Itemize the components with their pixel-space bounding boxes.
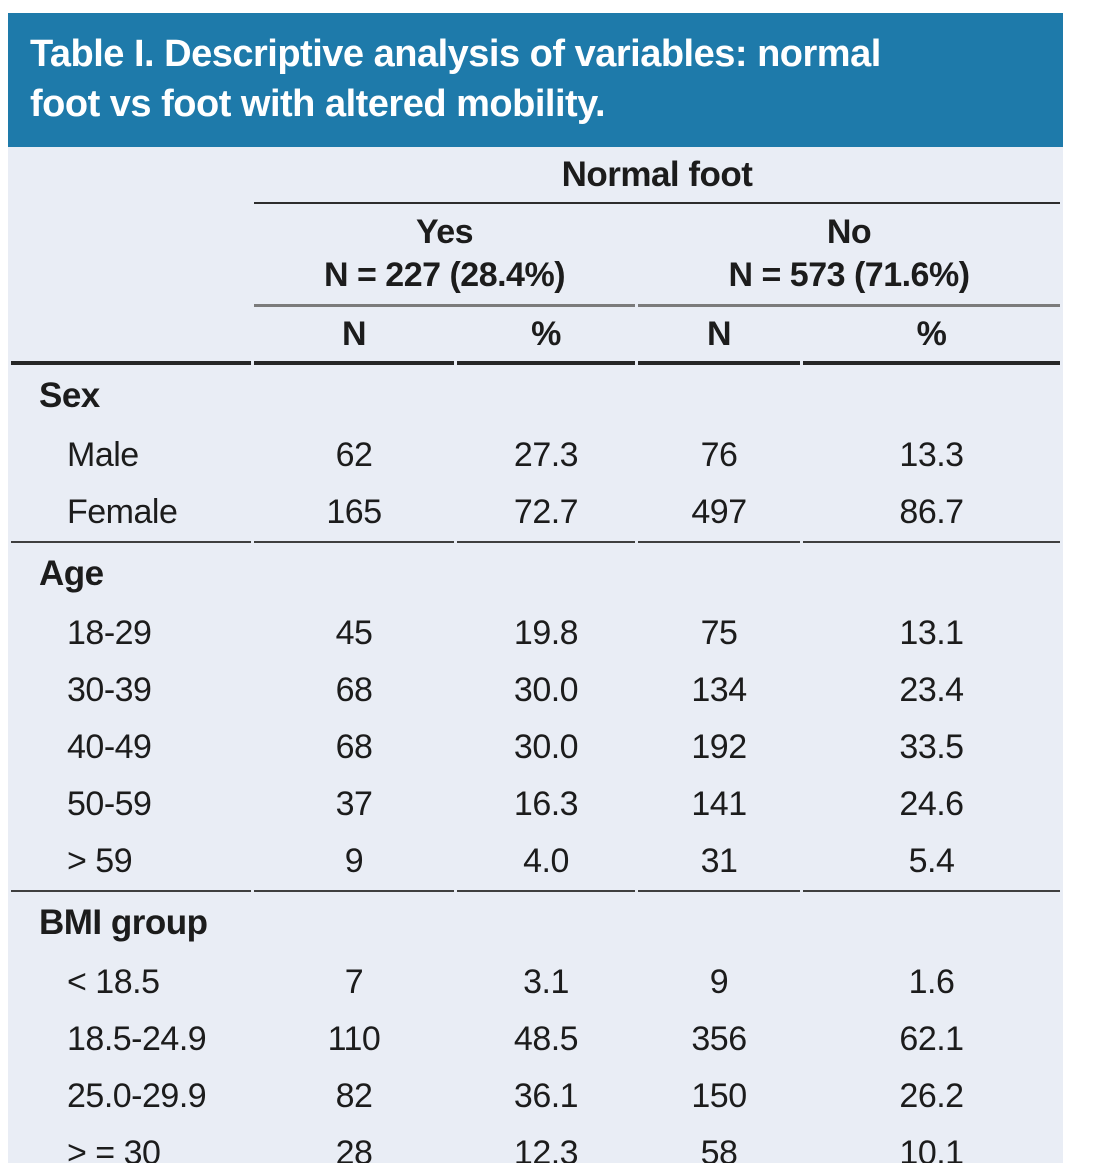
cell-value: 28: [254, 1125, 454, 1163]
cell-value: 86.7: [803, 484, 1061, 543]
descriptive-table: Normal foot Yes N = 227 (28.4%) No N = 5…: [8, 147, 1064, 1163]
cell-value: 5.4: [803, 833, 1061, 892]
row-label: 18-29: [67, 614, 152, 652]
table-row: Female 165 72.7 497 86.7: [11, 484, 1061, 543]
table-row: > = 30 28 12.3 58 10.1: [11, 1125, 1060, 1163]
cell-value: 7: [344, 963, 364, 1001]
cell-value: 30.0: [513, 728, 579, 766]
cell-value: 3.1: [523, 963, 569, 1001]
row-label: 40-49: [67, 728, 152, 766]
cell-value: 12.3: [457, 1125, 635, 1163]
group-no: No N = 573 (71.6%): [638, 204, 1061, 307]
cell-value: 75: [700, 614, 738, 652]
col-header-pct-yes: %: [457, 307, 635, 365]
cell-value: 1.6: [908, 963, 955, 1001]
cell-value: 30.0: [513, 671, 579, 709]
cell-value: 9: [254, 833, 454, 892]
row-label: Male: [67, 436, 139, 474]
row-label: 50-59: [67, 785, 152, 823]
cell-value: 9: [709, 963, 729, 1001]
table-row: 30-39 68 30.0 134 23.4: [11, 662, 1060, 719]
cell-value: 24.6: [899, 785, 964, 823]
group-no-n: N = 573 (71.6%): [728, 256, 970, 294]
cell-value: 37: [335, 785, 373, 823]
cell-value: 68: [335, 671, 373, 709]
cell-value: 27.3: [513, 436, 579, 474]
group-yes-n: N = 227 (28.4%): [323, 256, 566, 294]
group-header: Normal foot: [254, 147, 1061, 204]
table-row: > 59 9 4.0 31 5.4: [11, 833, 1061, 892]
col-header-n-no: N: [638, 307, 800, 365]
row-label: 18.5-24.9: [67, 1020, 207, 1058]
table-panel: Table I. Descriptive analysis of variabl…: [8, 13, 1064, 1163]
group-yes-label: Yes: [415, 213, 474, 251]
section-header-row: BMI group: [11, 892, 1060, 954]
cell-value: 13.3: [899, 436, 964, 474]
section-header-age: Age: [39, 554, 104, 593]
cell-value: 13.1: [899, 614, 964, 652]
table-title: Table I. Descriptive analysis of variabl…: [8, 13, 1063, 147]
cell-value: 36.1: [513, 1077, 579, 1115]
table-row: 18-29 45 19.8 75 13.1: [11, 605, 1060, 662]
table-row: Male 62 27.3 76 13.3: [11, 427, 1060, 484]
empty-cell: [11, 147, 251, 204]
table-row: 18.5-24.9 110 48.5 356 62.1: [11, 1011, 1060, 1068]
row-label: Female: [11, 484, 251, 543]
section-header-bmi: BMI group: [39, 903, 208, 942]
cell-value: 76: [700, 436, 738, 474]
cell-value: 19.8: [513, 614, 579, 652]
cell-value: 58: [638, 1125, 800, 1163]
cell-value: 33.5: [899, 728, 964, 766]
subgroup-header-row: Yes N = 227 (28.4%) No N = 573 (71.6%): [11, 204, 1061, 307]
col-header-n-yes: N: [254, 307, 454, 365]
cell-value: 26.2: [899, 1077, 964, 1115]
cell-value: 82: [335, 1077, 373, 1115]
cell-value: 72.7: [457, 484, 635, 543]
cell-value: 192: [691, 728, 747, 766]
cell-value: 62: [335, 436, 373, 474]
cell-value: 31: [638, 833, 800, 892]
group-header-row: Normal foot: [11, 147, 1061, 204]
row-label: 30-39: [67, 671, 152, 709]
cell-value: 62.1: [899, 1020, 964, 1058]
column-header-row: N % N %: [11, 307, 1061, 365]
col-header-pct-no: %: [803, 307, 1061, 365]
empty-cell: [11, 204, 251, 307]
group-no-label: No: [826, 213, 872, 251]
cell-value: 48.5: [513, 1020, 579, 1058]
table-row: 25.0-29.9 82 36.1 150 26.2: [11, 1068, 1060, 1125]
cell-value: 68: [335, 728, 373, 766]
cell-value: 150: [691, 1077, 747, 1115]
section-header-row: Age: [11, 543, 1060, 605]
row-label: < 18.5: [67, 963, 160, 1001]
cell-value: 356: [691, 1020, 747, 1058]
cell-value: 10.1: [803, 1125, 1060, 1163]
row-label: > 59: [11, 833, 251, 892]
cell-value: 110: [327, 1020, 381, 1058]
table-row: 40-49 68 30.0 192 33.5: [11, 719, 1060, 776]
cell-value: 141: [691, 785, 747, 823]
cell-value: 497: [638, 484, 800, 543]
table-row: < 18.5 7 3.1 9 1.6: [11, 954, 1060, 1011]
section-header-row: Sex: [11, 365, 1060, 427]
table-row: 50-59 37 16.3 141 24.6: [11, 776, 1060, 833]
cell-value: 134: [691, 671, 747, 709]
cell-value: 45: [335, 614, 373, 652]
empty-cell: [11, 307, 251, 365]
section-header-sex: Sex: [39, 376, 100, 415]
row-label: 25.0-29.9: [67, 1077, 207, 1115]
cell-value: 165: [254, 484, 454, 543]
row-label: > = 30: [11, 1125, 251, 1163]
cell-value: 23.4: [899, 671, 964, 709]
group-yes: Yes N = 227 (28.4%): [254, 204, 635, 307]
cell-value: 16.3: [513, 785, 579, 823]
cell-value: 4.0: [457, 833, 635, 892]
